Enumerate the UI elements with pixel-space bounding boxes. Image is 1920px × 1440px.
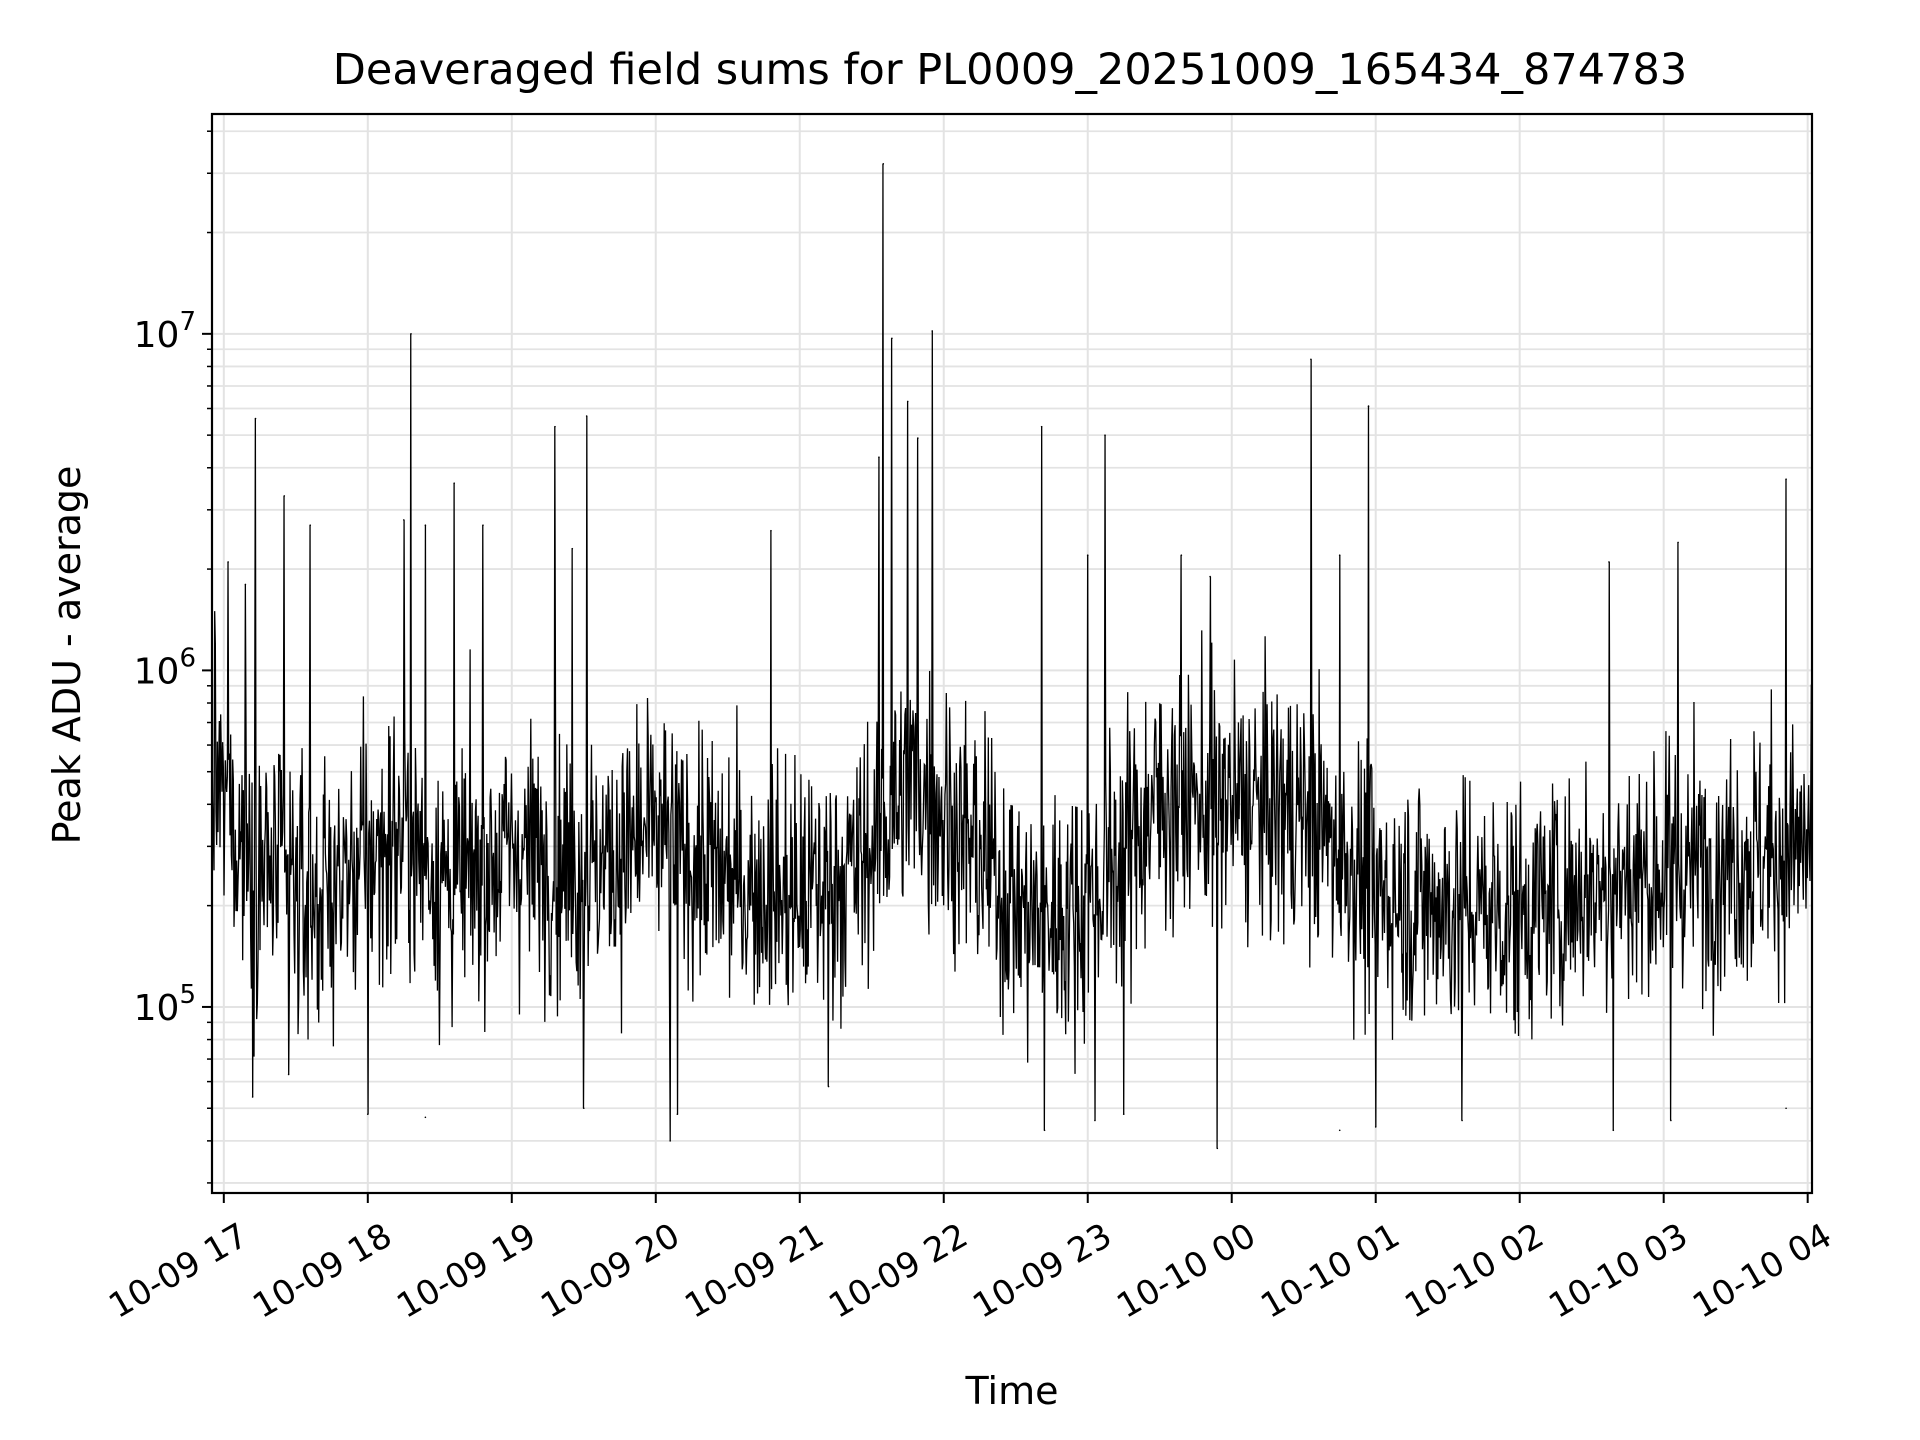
chart-title: Deaveraged field sums for PL0009_2025100… (333, 45, 1687, 95)
spike-point (891, 337, 893, 340)
spike-point (402, 519, 405, 521)
spike-point (309, 524, 312, 527)
spike-point (585, 415, 588, 417)
dip-point (366, 1113, 369, 1116)
y-axis-label: Peak ADU - average (45, 466, 89, 845)
y-tick-label: 107 (134, 307, 196, 356)
y-tick-exponent: 7 (179, 307, 196, 337)
spike-point (906, 400, 909, 403)
spike-point (770, 529, 772, 532)
y-tick-exponent: 5 (179, 980, 196, 1010)
spike-point (227, 561, 229, 563)
spike-point (424, 524, 427, 527)
spike-point (283, 495, 286, 497)
plot-frame (210, 112, 1814, 1195)
series-line (211, 163, 1813, 1149)
y-tick-exponent: 6 (179, 643, 196, 673)
dip-point (287, 1073, 290, 1076)
y-tick-label: 105 (134, 980, 196, 1029)
spike-point (244, 583, 247, 586)
spike-point (1310, 358, 1312, 361)
x-axis-label: Time (965, 1369, 1059, 1413)
spike-point (1086, 554, 1089, 556)
dip-point (1338, 1129, 1341, 1132)
spike-point (878, 456, 880, 458)
y-tick-base: 10 (134, 651, 180, 692)
spike-point (1677, 541, 1679, 544)
spike-point (1104, 434, 1106, 436)
dip-point (1216, 1147, 1219, 1150)
dip-point (1785, 1107, 1787, 1110)
spike-point (1608, 561, 1610, 563)
spike-point (882, 163, 885, 165)
dip-point (676, 1113, 679, 1116)
spike-point (254, 417, 257, 420)
spike-point (410, 333, 412, 335)
spike-point (1180, 554, 1183, 556)
dip-point (1461, 1119, 1463, 1122)
dip-point (669, 1140, 671, 1142)
spike-point (1785, 478, 1787, 480)
spike-point (482, 524, 484, 527)
spike-point (1367, 405, 1370, 407)
spike-point (214, 642, 216, 645)
dip-point (1043, 1129, 1046, 1132)
spike-point (1338, 554, 1341, 556)
spike-point (571, 547, 574, 550)
dip-point (1122, 1113, 1125, 1116)
y-tick-label: 106 (134, 643, 196, 692)
dip-point (1374, 1126, 1377, 1128)
dip-point (424, 1116, 427, 1119)
y-tick-base: 10 (134, 988, 180, 1029)
dip-point (251, 1096, 254, 1098)
series-layer (211, 163, 1813, 1150)
dip-point (1094, 1119, 1096, 1122)
dip-point (582, 1107, 585, 1110)
spike-point (453, 482, 455, 484)
dip-point (1670, 1119, 1672, 1122)
spike-point (1040, 425, 1043, 428)
y-tick-base: 10 (134, 315, 180, 356)
dip-point (1612, 1129, 1615, 1132)
spike-point (931, 330, 934, 332)
spike-point (554, 425, 556, 428)
dip-point (827, 1085, 830, 1088)
spike-point (1209, 575, 1211, 578)
spike-point (917, 437, 919, 439)
